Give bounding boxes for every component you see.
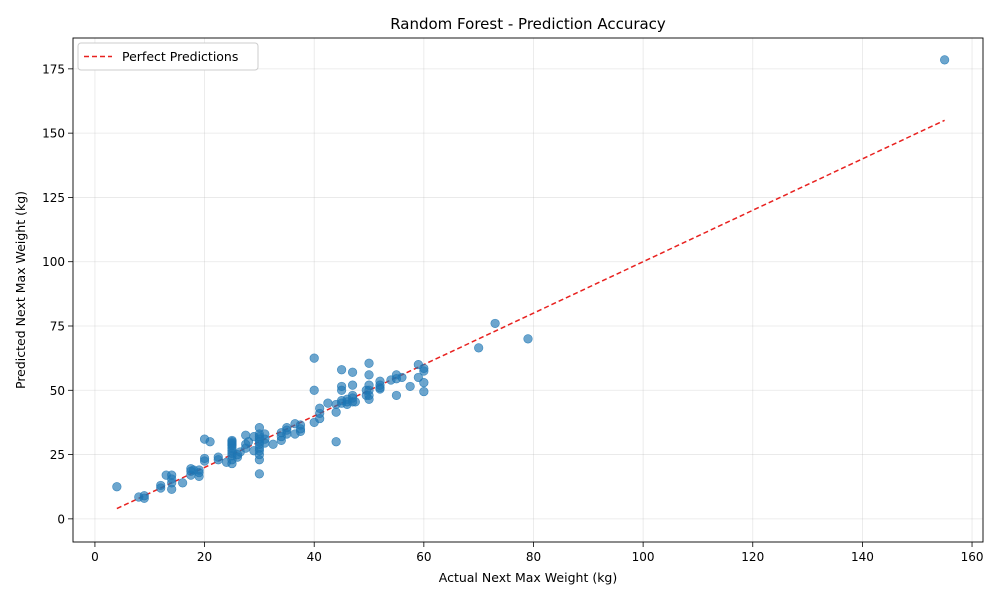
x-tick-label: 40 — [307, 550, 322, 564]
y-tick-label: 75 — [50, 320, 65, 334]
scatter-point — [347, 367, 358, 377]
x-axis: 0 20 40 60 80 100 120 140 160 — [91, 542, 983, 564]
scatter-point — [375, 376, 385, 386]
plot-frame — [72, 37, 984, 543]
y-tick-label: 50 — [50, 384, 65, 398]
scatter-point — [167, 470, 177, 480]
x-tick-label: 60 — [416, 550, 431, 564]
scatter-point — [178, 478, 188, 488]
scatter-point — [156, 480, 166, 491]
scatter-point — [315, 403, 325, 413]
scatter-point — [364, 380, 374, 390]
scatter-point — [331, 407, 341, 417]
scatter-point — [260, 429, 270, 439]
scatter-point — [309, 385, 319, 395]
scatter-point — [254, 469, 264, 479]
scatter-point — [295, 420, 306, 430]
chart-title: Random Forest - Prediction Accuracy — [390, 15, 666, 33]
x-tick-label: 80 — [526, 550, 541, 564]
y-tick-label: 175 — [42, 62, 65, 76]
x-tick-label: 20 — [197, 550, 212, 564]
y-tick-label: 100 — [42, 255, 65, 269]
scatter-point — [337, 365, 347, 375]
scatter-point — [364, 358, 374, 368]
scatter-point — [213, 452, 223, 462]
x-tick-label: 120 — [741, 550, 764, 564]
scatter-point — [419, 363, 429, 374]
x-tick-label: 0 — [91, 550, 99, 564]
legend: Perfect Predictions — [77, 42, 259, 71]
scatter-point — [337, 381, 347, 392]
scatter-point — [194, 465, 204, 475]
y-axis-label: Predicted Next Max Weight (kg) — [13, 191, 28, 389]
y-tick-label: 150 — [42, 127, 65, 141]
y-tick-label: 125 — [42, 191, 65, 205]
x-tick-label: 100 — [632, 550, 655, 564]
scatter-point — [282, 422, 292, 433]
scatter-point — [364, 370, 374, 380]
y-axis: 0 25 50 75 100 125 150 175 — [42, 62, 73, 526]
scatter-point — [227, 435, 237, 446]
x-axis-label: Actual Next Max Weight (kg) — [439, 570, 618, 585]
scatter-points — [112, 55, 950, 503]
scatter-point — [405, 381, 415, 392]
scatter-point — [940, 55, 950, 65]
scatter-point — [309, 353, 319, 363]
scatter-point — [523, 334, 533, 344]
scatter-point — [199, 453, 210, 464]
scatter-point — [419, 386, 429, 397]
scatter-point — [347, 380, 358, 390]
scatter-point — [391, 390, 402, 401]
legend-box — [77, 42, 259, 71]
scatter-point — [331, 437, 341, 447]
legend-label-perfect-predictions: Perfect Predictions — [122, 49, 238, 64]
y-tick-label: 0 — [57, 512, 65, 526]
x-tick-label: 160 — [961, 550, 984, 564]
scatter-point — [419, 377, 429, 388]
grid — [73, 38, 983, 542]
scatter-point — [397, 372, 407, 383]
scatter-point — [112, 482, 122, 492]
scatter-point — [254, 422, 264, 433]
y-tick-label: 25 — [50, 448, 65, 462]
x-tick-label: 140 — [851, 550, 874, 564]
scatter-point — [350, 397, 360, 407]
scatter-point — [139, 491, 149, 501]
scatter-point — [474, 343, 484, 353]
scatter-point — [268, 439, 278, 449]
scatter-point — [323, 398, 333, 408]
scatter-point — [490, 318, 500, 329]
scatter-point — [205, 437, 215, 447]
